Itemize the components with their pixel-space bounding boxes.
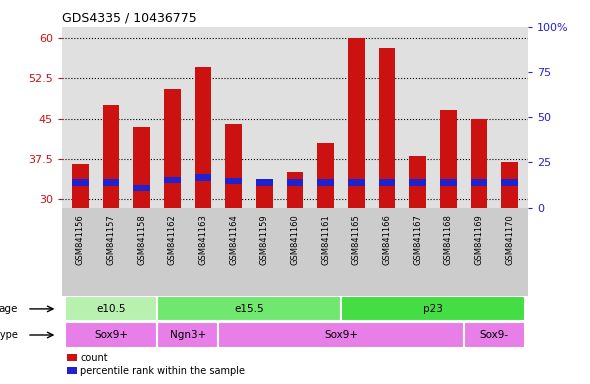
Text: GSM841157: GSM841157	[107, 215, 116, 265]
Bar	[225, 178, 242, 184]
Bar	[440, 179, 457, 186]
Bar	[164, 177, 181, 183]
Text: e10.5: e10.5	[96, 304, 126, 314]
Bar	[256, 179, 273, 186]
Bar	[471, 179, 487, 186]
Text: GSM841166: GSM841166	[382, 215, 392, 265]
Text: GSM841162: GSM841162	[168, 215, 177, 265]
Text: GSM841156: GSM841156	[76, 215, 85, 265]
Bar	[317, 143, 334, 207]
Text: GSM841165: GSM841165	[352, 215, 361, 265]
Text: Ngn3+: Ngn3+	[169, 330, 206, 340]
Text: Sox9+: Sox9+	[94, 330, 128, 340]
Bar	[157, 296, 341, 321]
Bar	[195, 67, 211, 207]
Bar	[133, 185, 150, 191]
Bar	[72, 164, 88, 207]
Bar	[379, 48, 395, 207]
Legend: count, percentile rank within the sample: count, percentile rank within the sample	[67, 353, 245, 376]
Text: GSM841160: GSM841160	[290, 215, 300, 265]
Text: GSM841168: GSM841168	[444, 215, 453, 265]
Text: GSM841169: GSM841169	[474, 215, 483, 265]
Bar	[379, 179, 395, 186]
Bar	[464, 323, 525, 348]
Bar	[502, 179, 518, 186]
Bar	[133, 127, 150, 207]
Bar	[502, 162, 518, 207]
Text: GSM841164: GSM841164	[229, 215, 238, 265]
Bar	[471, 119, 487, 207]
Text: GSM841170: GSM841170	[505, 215, 514, 265]
Bar	[225, 124, 242, 207]
Bar	[287, 172, 303, 207]
Text: e15.5: e15.5	[234, 304, 264, 314]
Bar	[348, 38, 365, 207]
Text: Sox9-: Sox9-	[480, 330, 509, 340]
Bar	[287, 179, 303, 186]
Bar	[256, 186, 273, 207]
Text: p23: p23	[423, 304, 443, 314]
Text: cell type: cell type	[0, 330, 18, 340]
Bar	[103, 105, 119, 207]
Bar	[65, 296, 157, 321]
Bar	[65, 323, 157, 348]
Bar	[164, 89, 181, 207]
Bar	[103, 179, 119, 186]
Bar	[409, 179, 426, 186]
Text: GDS4335 / 10436775: GDS4335 / 10436775	[62, 11, 196, 24]
Text: GSM841163: GSM841163	[198, 215, 208, 265]
Bar	[341, 296, 525, 321]
Bar	[195, 174, 211, 180]
Text: GSM841158: GSM841158	[137, 215, 146, 265]
Text: Sox9+: Sox9+	[324, 330, 358, 340]
Bar	[218, 323, 464, 348]
Text: GSM841159: GSM841159	[260, 215, 269, 265]
Bar	[348, 179, 365, 186]
Text: GSM841167: GSM841167	[413, 215, 422, 265]
Text: age: age	[0, 304, 18, 314]
Bar	[317, 179, 334, 186]
Bar	[157, 323, 218, 348]
Text: GSM841161: GSM841161	[321, 215, 330, 265]
Bar	[72, 179, 88, 186]
Bar	[409, 156, 426, 207]
Bar	[440, 111, 457, 207]
